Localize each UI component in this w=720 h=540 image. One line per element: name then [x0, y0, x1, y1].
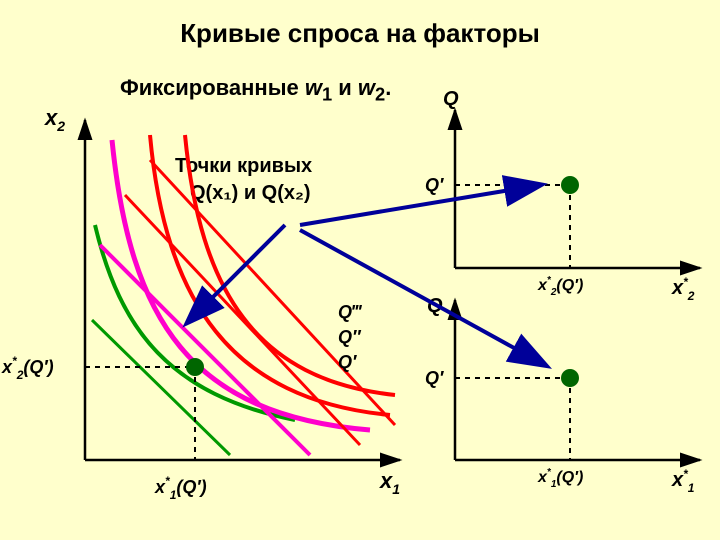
- svg-text:x*1(Q′): x*1(Q′): [537, 467, 583, 490]
- svg-text:x2: x2: [44, 105, 65, 134]
- svg-text:x*2(Q′): x*2(Q′): [537, 275, 583, 298]
- svg-text:x*2: x*2: [671, 275, 695, 303]
- svg-text:x*1(Q′): x*1(Q′): [154, 474, 207, 502]
- svg-text:x1: x1: [379, 468, 400, 497]
- diagram-svg: Q‴Q″Q′x2x1x*2(Q′)x*1(Q′)QQ′x*2x*2(Q′)QQ′…: [0, 0, 720, 540]
- svg-text:Q: Q: [443, 88, 459, 110]
- svg-text:x*2(Q′): x*2(Q′): [1, 354, 54, 382]
- svg-text:x*1: x*1: [671, 467, 695, 495]
- svg-text:Q′: Q′: [338, 352, 357, 372]
- svg-text:Q″: Q″: [338, 327, 362, 347]
- svg-text:Q‴: Q‴: [338, 302, 363, 322]
- svg-text:Q′: Q′: [425, 368, 444, 388]
- svg-text:Q′: Q′: [425, 175, 444, 195]
